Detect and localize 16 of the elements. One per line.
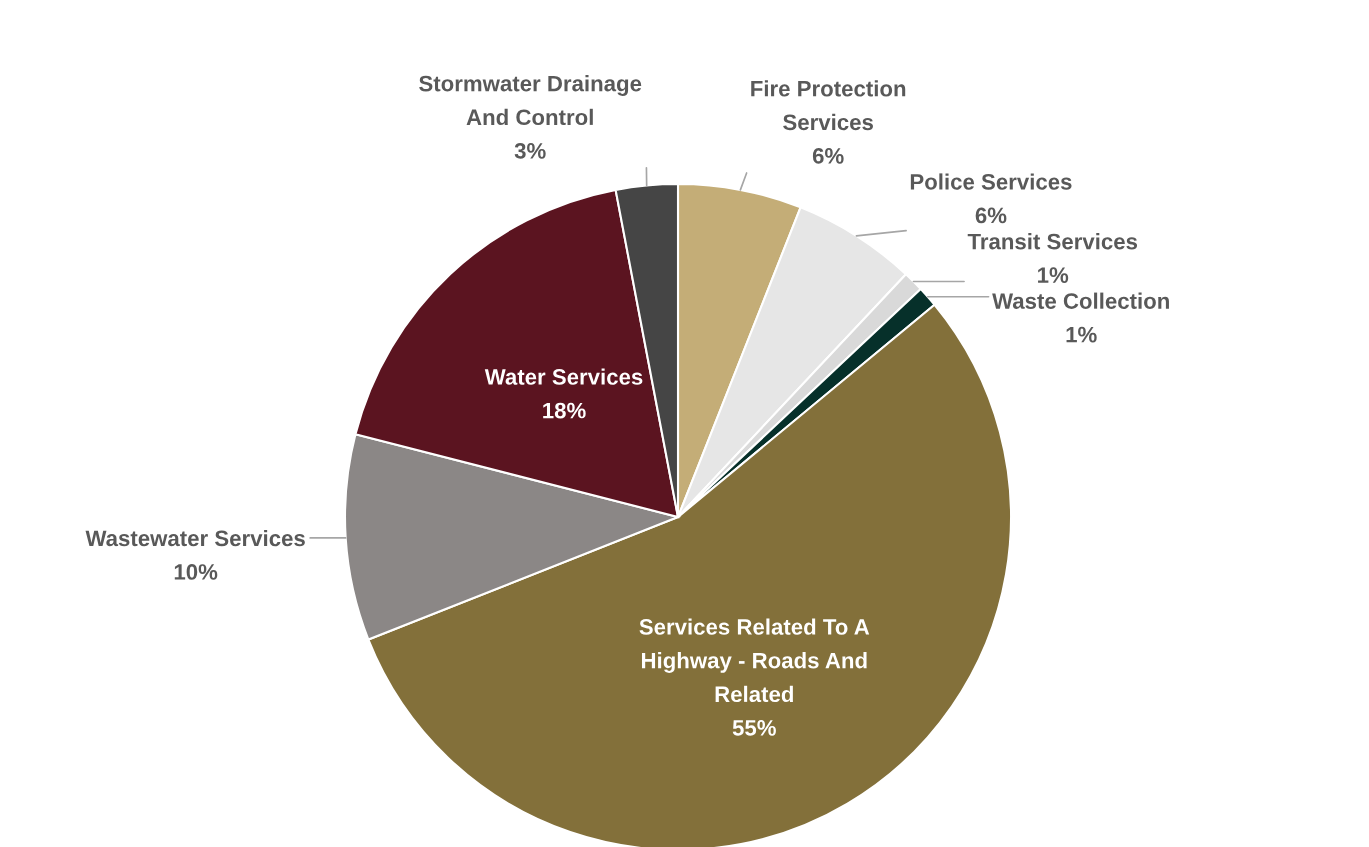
slice-label: Transit Services: [967, 233, 1138, 250]
data-label: 3%: [514, 142, 546, 159]
data-label: 1%: [1038, 267, 1069, 283]
slice-label: Water Services: [484, 368, 643, 385]
data-label: 55%: [732, 720, 776, 736]
slice-label: Fire Protection Services: [751, 80, 906, 131]
slice-label: Services Related To A Highway - Roads And Related: [639, 618, 870, 703]
slice-label: Police Services: [910, 173, 1072, 190]
slice-label: Wastewater Services: [85, 529, 305, 547]
slice-label: Stormwater Drainage And Control: [419, 75, 642, 126]
data-label: 1%: [1066, 326, 1097, 343]
slice-label: Waste Collection: [992, 292, 1169, 309]
data-label: 6%: [812, 148, 844, 164]
data-label: 6%: [975, 207, 1007, 224]
data-label: 10%: [174, 564, 218, 580]
data-label: 18%: [543, 402, 586, 419]
